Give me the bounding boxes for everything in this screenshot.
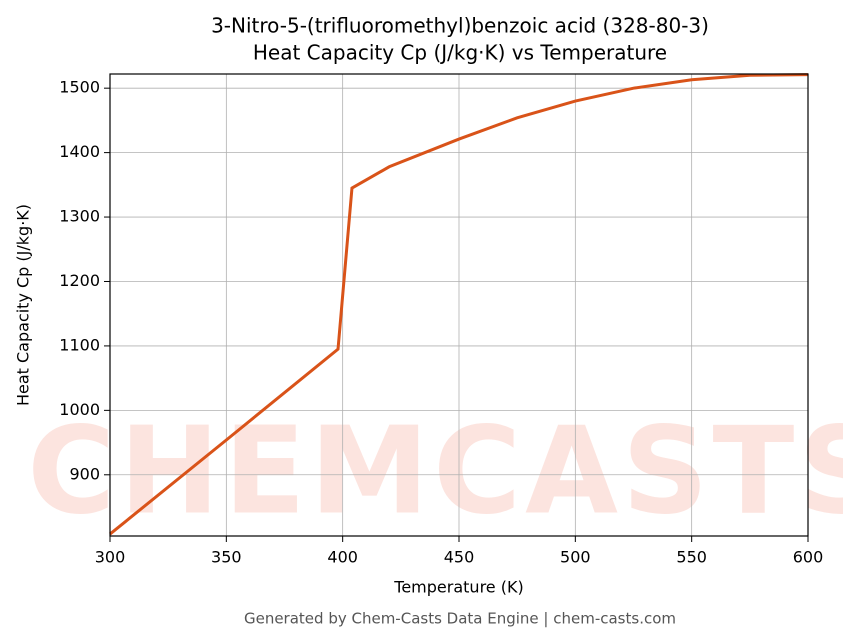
y-tick-label: 1500: [59, 78, 100, 97]
plot-frame: [109, 73, 809, 537]
y-tick-label: 1100: [59, 335, 100, 354]
y-tick-label: 1300: [59, 207, 100, 226]
watermark: CHEMCASTS: [27, 403, 843, 542]
x-tick-label: 550: [676, 548, 707, 567]
chart-subtitle: Heat Capacity Cp (J/kg·K) vs Temperature: [253, 41, 667, 65]
footer: Generated by Chem-Casts Data Engine | ch…: [244, 610, 676, 628]
x-tick-label: 350: [211, 548, 242, 567]
x-axis-label: Temperature (K): [393, 578, 523, 597]
y-tick-label: 1200: [59, 271, 100, 290]
x-tick-label: 450: [444, 548, 475, 567]
x-tick-label: 400: [327, 548, 358, 567]
x-tick-label: 300: [95, 548, 126, 567]
data-line: [109, 73, 809, 536]
chart-title: 3-Nitro-5-(trifluoromethyl)benzoic acid …: [211, 14, 709, 38]
y-tick-label: 900: [69, 464, 100, 483]
x-tick-label: 500: [560, 548, 591, 567]
y-axis-label: Heat Capacity Cp (J/kg·K): [14, 204, 33, 406]
y-tick-label: 1400: [59, 142, 100, 161]
y-tick-label: 1000: [59, 400, 100, 419]
x-tick-label: 600: [793, 548, 824, 567]
